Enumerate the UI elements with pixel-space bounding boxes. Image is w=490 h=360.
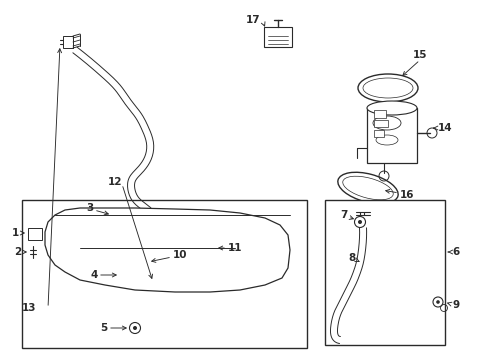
Text: 2: 2 xyxy=(14,247,21,257)
Bar xyxy=(374,110,386,118)
Ellipse shape xyxy=(367,101,417,115)
Circle shape xyxy=(436,300,440,304)
Text: 12: 12 xyxy=(108,177,122,187)
Bar xyxy=(140,243,195,281)
Text: 15: 15 xyxy=(413,50,427,60)
Bar xyxy=(367,108,417,163)
Bar xyxy=(130,258,170,278)
Circle shape xyxy=(358,220,362,224)
Text: 13: 13 xyxy=(22,303,36,313)
Text: 11: 11 xyxy=(228,243,243,253)
Bar xyxy=(325,200,445,345)
Circle shape xyxy=(133,326,137,330)
Bar xyxy=(374,130,384,137)
Text: 16: 16 xyxy=(400,190,415,200)
Bar xyxy=(205,218,235,240)
Text: 3: 3 xyxy=(86,203,93,213)
Text: 7: 7 xyxy=(340,210,347,220)
Bar xyxy=(264,27,292,47)
Text: 17: 17 xyxy=(246,15,261,25)
Bar xyxy=(22,200,307,348)
Text: 4: 4 xyxy=(90,270,98,280)
Bar xyxy=(200,253,225,273)
Text: 6: 6 xyxy=(452,247,459,257)
Bar xyxy=(374,120,388,127)
Bar xyxy=(130,218,185,243)
Circle shape xyxy=(157,279,163,284)
Bar xyxy=(80,218,115,243)
Text: 1: 1 xyxy=(12,228,19,238)
Text: 10: 10 xyxy=(173,250,188,260)
Text: 5: 5 xyxy=(100,323,107,333)
Bar xyxy=(80,255,110,277)
Polygon shape xyxy=(45,208,290,292)
Text: 14: 14 xyxy=(438,123,453,133)
Text: 9: 9 xyxy=(452,300,459,310)
Circle shape xyxy=(211,246,215,250)
Circle shape xyxy=(115,213,119,217)
Circle shape xyxy=(123,273,127,277)
Bar xyxy=(63,36,73,48)
Bar xyxy=(28,228,42,240)
Text: 8: 8 xyxy=(348,253,355,263)
